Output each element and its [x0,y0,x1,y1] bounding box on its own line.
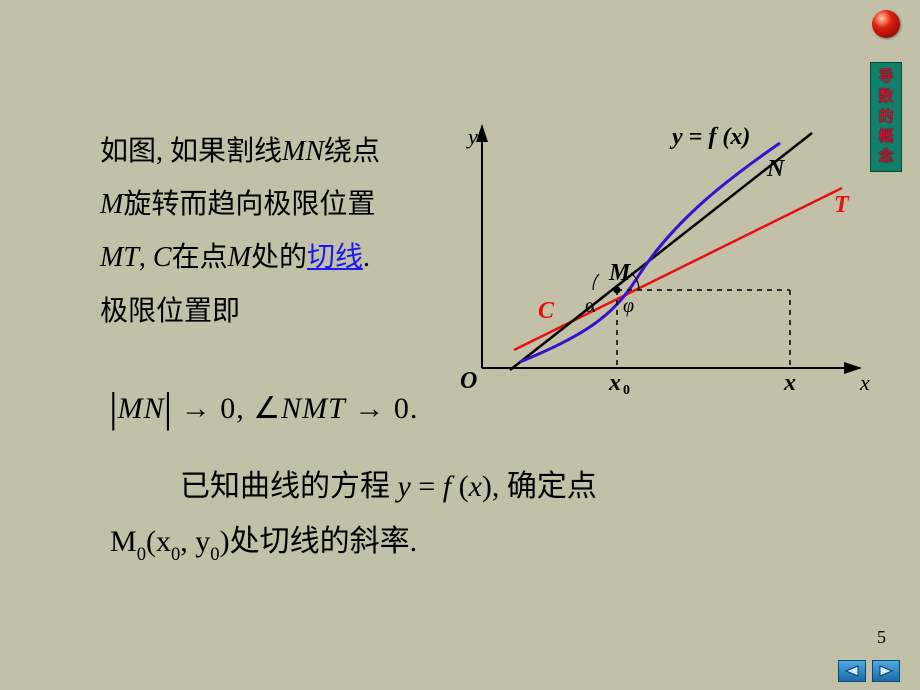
t-l3-mt: MT [100,242,139,273]
m-nmt: NMT [281,392,346,425]
banner-ch-0: 导 [878,67,893,87]
b2-post: 处切线的斜率. [230,525,418,558]
b2-x0: x [156,525,171,558]
tangent-link[interactable]: 切线 [307,242,363,273]
triangle-left-icon [844,665,860,677]
m-mn: MN [118,392,165,425]
t-l3-post: 处的 [251,242,307,273]
svg-text:x: x [859,370,870,395]
banner-ch-4: 念 [878,147,893,167]
b1-lp: ( [459,470,469,503]
banner-ch-3: 概 [878,127,893,147]
svg-text:N: N [766,156,786,182]
body-line-2: M0(x0, y0)处切线的斜率. [110,516,417,564]
b1-post: 确定点 [499,470,597,503]
b2-c: , [180,525,188,558]
svg-text:x: x [608,370,621,396]
b1-y: y [390,470,418,503]
left-text-block: 如图, 如果割线MN绕点 M旋转而趋向极限位置 MT, C在点M处的切线. 极限… [100,130,440,343]
t-l2-m: M [100,189,123,220]
b1-x: x [469,470,482,503]
abs-bar-r: | [165,385,173,433]
b2-m0: M [110,525,137,558]
m-ang: ∠ [253,392,281,425]
svg-text:x: x [783,370,796,396]
b2-lp: ( [146,525,156,558]
nav-controls [838,660,900,682]
t-l2-post: 旋转而趋向极限位置 [123,189,375,220]
t-l3-dot: . [363,242,370,273]
limit-expression: |MN| → 0, ∠NMT → 0. [110,391,418,426]
svg-text:C: C [538,298,555,324]
page-number: 5 [877,627,886,648]
body-line-1: 已知曲线的方程 y = f (x), 确定点 [180,458,860,515]
b1-f: f [435,470,458,503]
t-l3-comma: , [139,242,146,273]
b1-rp: ), [482,470,500,503]
side-banner: 导 数 的 概 念 [870,62,902,172]
b2-y0: y [188,525,211,558]
m-a2: → 0. [346,392,419,425]
svg-text:T: T [834,192,850,218]
svg-text:φ: φ [623,295,634,317]
b2-y0s: 0 [210,544,219,565]
banner-ch-1: 数 [878,87,893,107]
t-l1b-mn: MN [282,136,324,167]
prev-button[interactable] [838,660,866,682]
next-button[interactable] [872,660,900,682]
b1-eq: = [418,470,435,503]
t-l3-c: C [153,242,172,273]
svg-text:0: 0 [623,383,630,398]
b1-pre: 已知曲线的方程 [180,470,390,503]
triangle-right-icon [878,665,894,677]
decor-sphere [872,10,900,38]
tangent-diagram: yxOy = f (x)NTMCx0xαφ [442,118,872,398]
b2-m0s: 0 [137,544,146,565]
t-l3-m: M [228,242,251,273]
t-l3-mid: 在点 [172,242,228,273]
abs-bar-l: | [110,385,118,433]
svg-text:y = f (x): y = f (x) [669,124,750,150]
t-l1b-post: 绕点 [324,136,380,167]
svg-text:O: O [460,368,477,394]
svg-text:y: y [466,124,478,149]
banner-ch-2: 的 [878,107,893,127]
b2-rp: ) [220,525,230,558]
b2-x0s: 0 [171,544,180,565]
m-a1: → 0, [172,392,253,425]
t-l1a: 如图, [100,136,163,167]
t-l1b-pre: 如果割线 [170,136,282,167]
svg-text:α: α [585,295,596,317]
svg-text:M: M [608,260,632,286]
t-l4: 极限位置即 [100,296,240,327]
